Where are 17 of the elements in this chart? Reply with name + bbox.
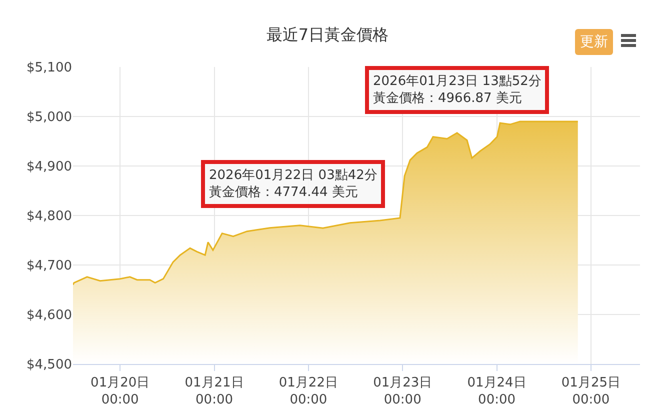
update-button: 更新 — [575, 29, 613, 55]
y-tick-label: $4,800 — [26, 209, 72, 224]
x-tick-label: 01月22日 00:00 — [278, 376, 338, 408]
annotation: 2026年01月23日 13點52分黃金價格：4966.87 美元 — [373, 74, 542, 106]
y-tick-label: $5,000 — [26, 110, 72, 126]
x-tick-label: 01月25日 00:00 — [561, 376, 620, 408]
x-tick-label: 01月20日 00:00 — [90, 376, 150, 408]
y-tick-label: $4,600 — [26, 308, 72, 324]
y-tick-label: $4,700 — [26, 258, 72, 274]
y-tick-label: $4,500 — [26, 358, 72, 373]
x-tick-label: 01月24日 00:00 — [467, 376, 526, 408]
y-tick-label: $4,900 — [26, 160, 72, 175]
chart-title: 最近7日黃金價格 — [266, 25, 389, 44]
x-tick-label: 01月23日 00:00 — [373, 376, 432, 408]
annotation: 2026年01月22日 03點42分黃金價格：4774.44 美元 — [209, 168, 378, 200]
x-tick-label: 01月21日 00:00 — [184, 376, 244, 408]
y-tick-label: $5,100 — [26, 60, 72, 76]
